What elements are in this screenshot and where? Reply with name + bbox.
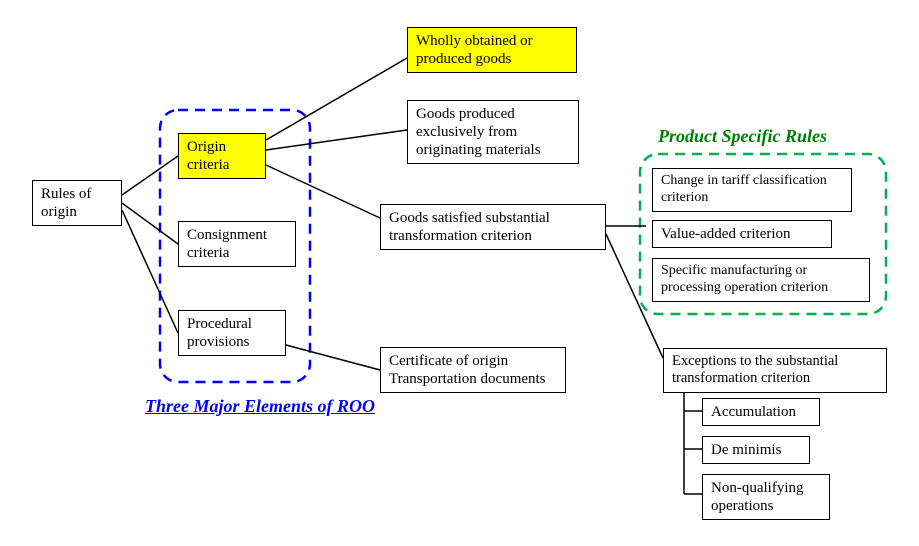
node-exceptions: Exceptions to the substantial transforma… — [663, 348, 887, 393]
edge-origin-exclusive — [266, 130, 407, 150]
node-accumulation: Accumulation — [702, 398, 820, 426]
node-rules-of-origin: Rules of origin — [32, 180, 122, 226]
node-wholly-obtained: Wholly obtained or produced goods — [407, 27, 577, 73]
edge-root-consign — [122, 203, 178, 244]
label-product-specific-rules: Product Specific Rules — [658, 126, 827, 147]
node-specific-manufacturing: Specific manufacturing or processing ope… — [652, 258, 870, 302]
node-de-minimis: De minimis — [702, 436, 810, 464]
edge-root-origin — [122, 156, 178, 195]
node-exclusively-originating: Goods produced exclusively from originat… — [407, 100, 579, 164]
node-origin-criteria: Origin criteria — [178, 133, 266, 179]
node-consignment-criteria: Consignment criteria — [178, 221, 296, 267]
node-certificate-of-origin: Certificate of origin Transportation doc… — [380, 347, 566, 393]
edge-root-proc — [122, 210, 178, 333]
node-change-in-tariff: Change in tariff classification criterio… — [652, 168, 852, 212]
node-substantial-transformation: Goods satisfied substantial transformati… — [380, 204, 606, 250]
edge-origin-substantial — [266, 165, 380, 218]
edge-origin-wholly — [266, 58, 407, 140]
edge-proc-cert — [286, 345, 380, 370]
label-three-major-elements: Three Major Elements of ROO — [145, 396, 375, 417]
node-value-added: Value-added criterion — [652, 220, 832, 248]
node-non-qualifying: Non-qualifying operations — [702, 474, 830, 520]
node-procedural-provisions: Procedural provisions — [178, 310, 286, 356]
